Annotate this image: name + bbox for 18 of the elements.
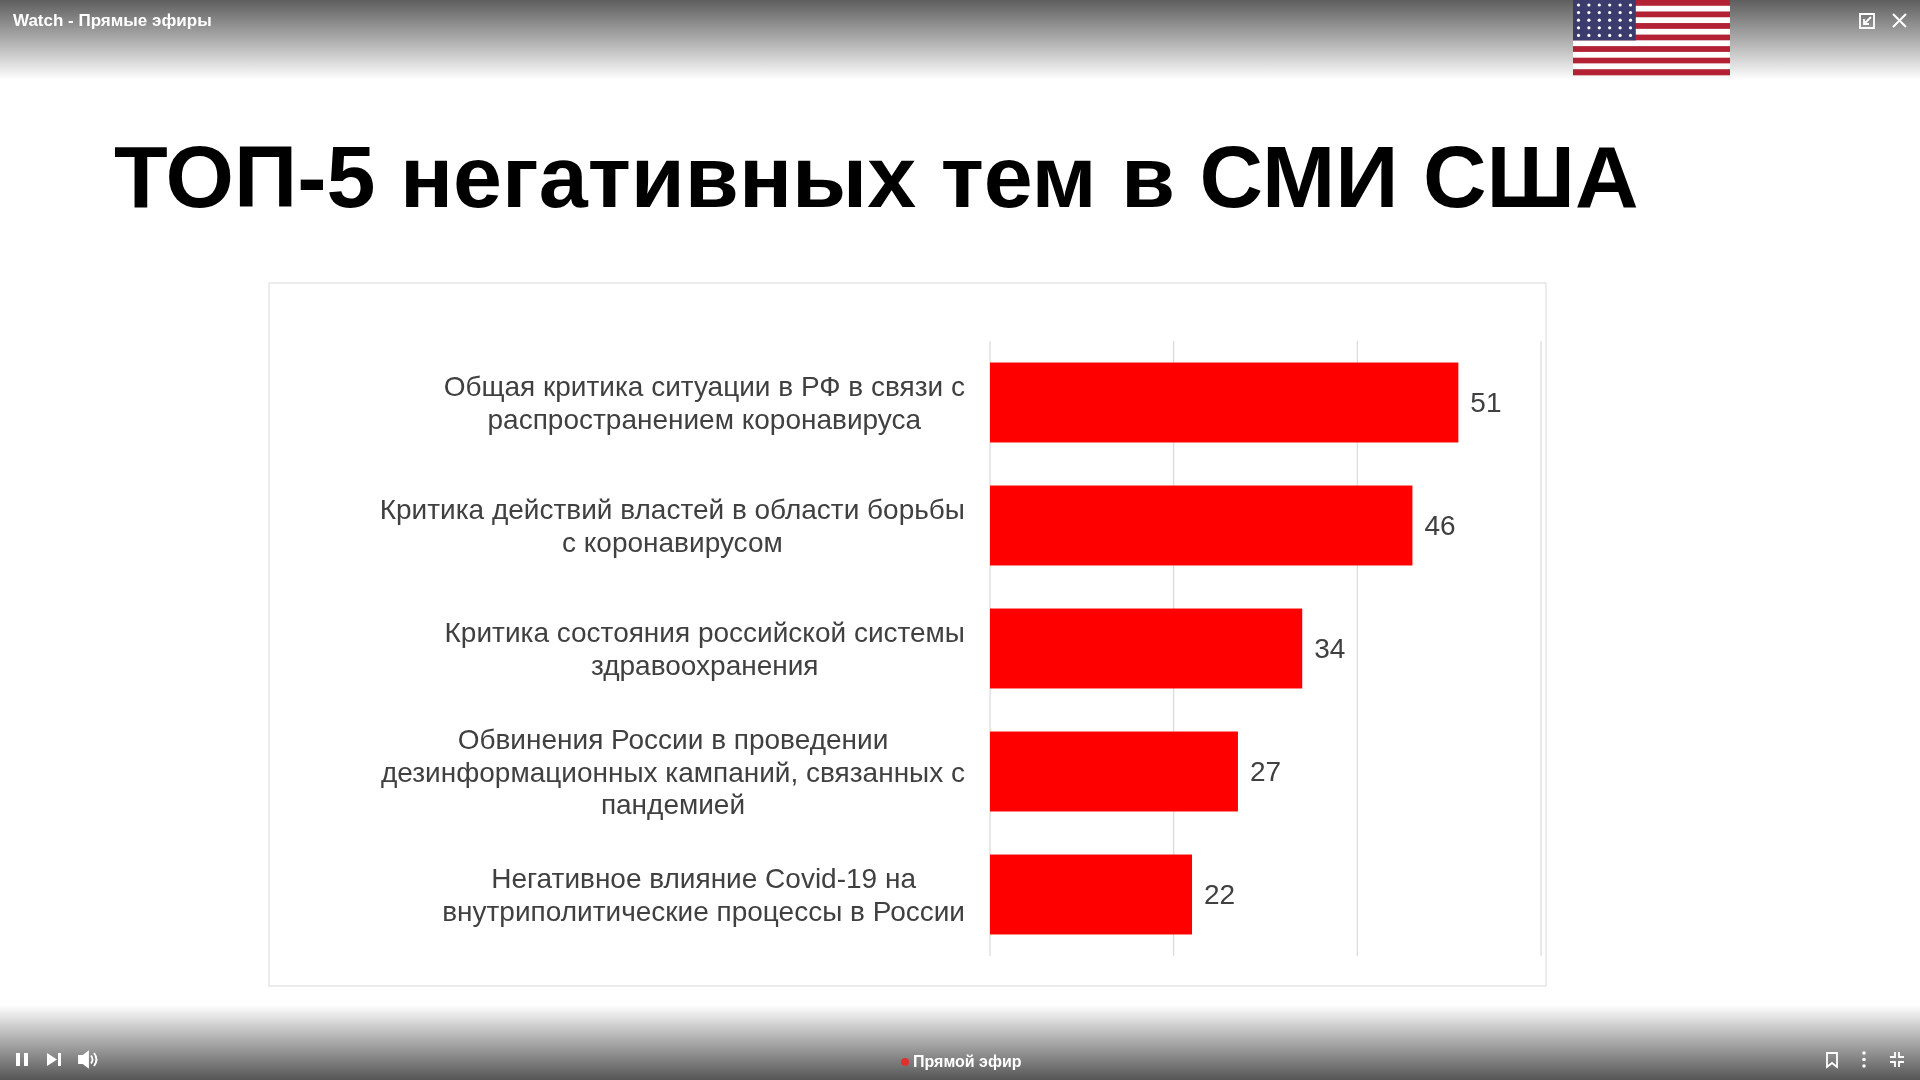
y-tick-label: Общая критика ситуации в РФ в связи с распространением коронавируса bbox=[443, 370, 966, 435]
bar bbox=[990, 485, 1413, 566]
text: Watch - Прямые эфиры bbox=[13, 11, 212, 30]
y-tick-label: Обвинения России в проведении дезинформационных кампаний, связанных с пандемией bbox=[380, 723, 965, 820]
bar bbox=[990, 362, 1459, 443]
data-label: 22 bbox=[1204, 879, 1236, 910]
bar bbox=[990, 731, 1238, 812]
data-label: 27 bbox=[1249, 756, 1282, 787]
data-label: 51 bbox=[1470, 387, 1502, 418]
y-tick-label: Критика действий властей в области борьбы с коронавирусом bbox=[379, 493, 966, 558]
bar bbox=[990, 854, 1193, 935]
chart-title: ТОП-5 негативных тем в СМИ США bbox=[114, 127, 1639, 226]
data-label: 34 bbox=[1314, 633, 1346, 664]
bar bbox=[990, 608, 1303, 689]
y-tick-label: Негативное влияние Covid-19 на внутриполитические процессы в России bbox=[442, 862, 966, 927]
data-label: 46 bbox=[1424, 510, 1456, 541]
text: Прямой эфир bbox=[913, 1053, 1022, 1070]
y-tick-label: Критика состояния российской системы здравоохранения bbox=[444, 616, 965, 681]
